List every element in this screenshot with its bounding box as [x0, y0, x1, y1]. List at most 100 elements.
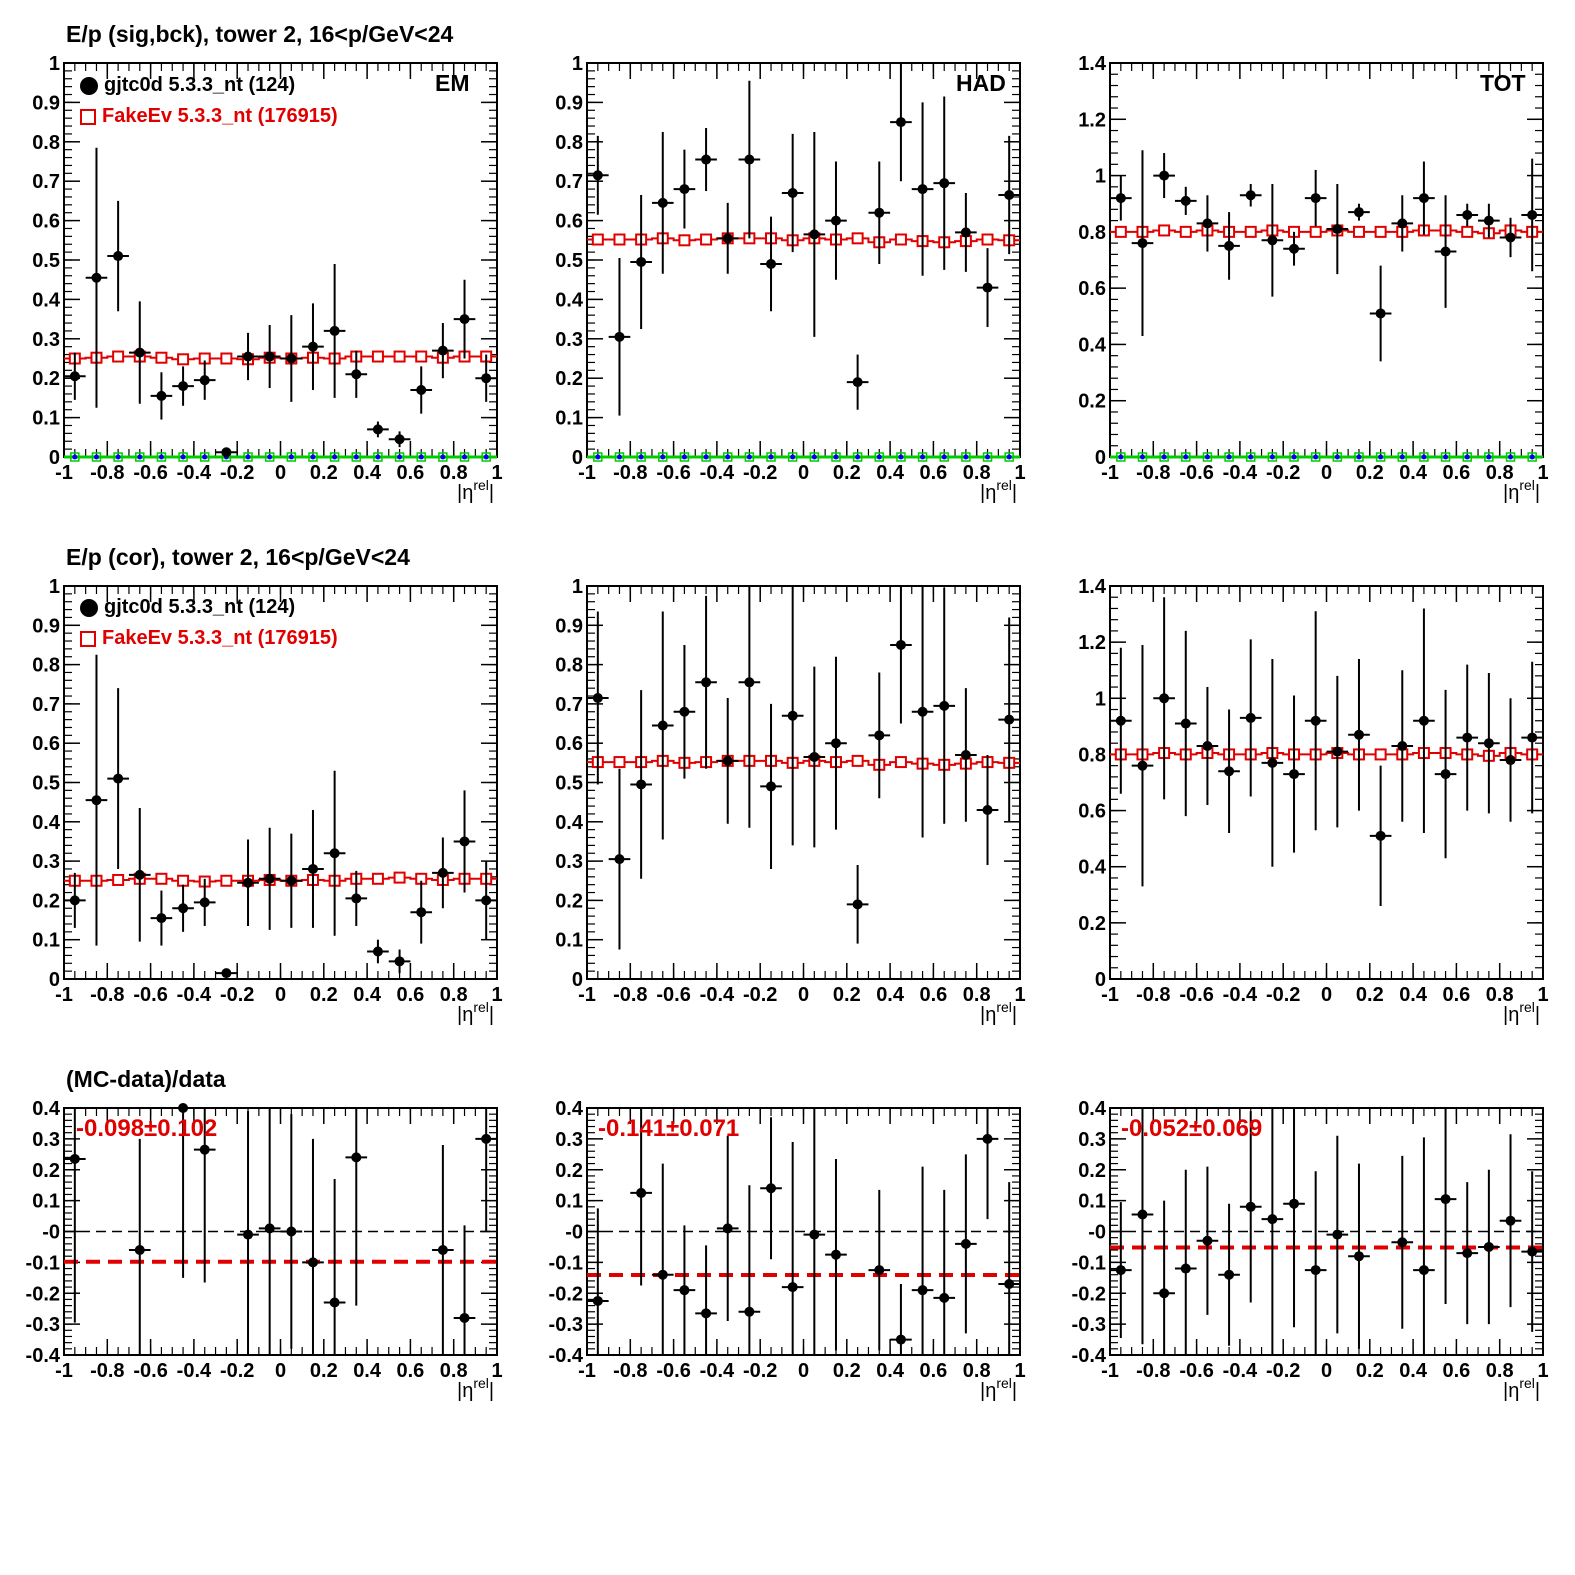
data-point	[372, 946, 383, 957]
x-axis-label: |ηrel|	[457, 477, 494, 504]
y-tick-label: 1	[49, 576, 60, 598]
data-point	[1353, 729, 1364, 740]
data-point	[1202, 218, 1213, 229]
y-tick-label: 0.4	[555, 289, 584, 311]
mc-point	[1179, 225, 1192, 238]
y-tick-label: 0	[572, 447, 583, 469]
data-point	[307, 863, 318, 874]
data-point	[830, 215, 841, 226]
x-tick-label: 0.8	[440, 984, 468, 1006]
data-point	[1289, 1198, 1300, 1209]
y-tick-label: 0.8	[555, 655, 583, 677]
y-tick-label: 0	[49, 969, 60, 991]
data-point	[917, 1285, 928, 1296]
data-point	[416, 385, 427, 396]
x-tick-label: 0.4	[876, 462, 905, 484]
zero-series-dot	[1334, 454, 1340, 460]
data-point	[744, 154, 755, 165]
data-point	[917, 706, 928, 717]
x-tick-label: -0.8	[90, 462, 124, 484]
panel-tag-had: HAD	[956, 70, 1006, 96]
x-tick-label: -1	[55, 1360, 73, 1382]
zero-series-dot	[288, 454, 294, 460]
y-tick-label: -0.4	[26, 1345, 61, 1367]
mc-point	[155, 351, 168, 364]
legend-entry-mc: FakeEv 5.3.3_nt (176915)	[80, 101, 338, 132]
zero-series-marker	[939, 452, 949, 462]
zero-series-marker	[308, 452, 318, 462]
zero-series-marker	[329, 452, 340, 462]
mc-point	[393, 871, 406, 884]
x-tick-label: -0.4	[177, 1360, 212, 1382]
data-point	[636, 1187, 647, 1198]
x-axis-label-bar: |	[1535, 482, 1540, 504]
zero-series-dot	[595, 454, 601, 460]
zero-series-dot	[397, 454, 403, 460]
data-point	[1267, 1214, 1278, 1225]
data-point	[852, 377, 863, 388]
x-tick-label: 0.6	[396, 462, 424, 484]
y-tick-label: 1.2	[1078, 632, 1106, 654]
data-point	[221, 968, 232, 979]
data-point	[1332, 746, 1343, 757]
y-tick-label: 0.4	[555, 812, 584, 834]
mc-point	[894, 233, 907, 246]
mc-series-line	[1110, 229, 1543, 235]
data-point	[895, 117, 906, 128]
data-point	[787, 1282, 798, 1293]
x-tick-label: 0	[275, 462, 286, 484]
zero-series-marker	[917, 452, 928, 462]
x-tick-label: 0.4	[353, 462, 382, 484]
data-point	[744, 677, 755, 688]
zero-series-marker	[1397, 452, 1408, 462]
x-axis-label-bar: |	[1535, 1004, 1540, 1026]
data-point	[437, 867, 448, 878]
zero-series-dot	[681, 454, 687, 460]
x-tick-label: 0	[798, 984, 809, 1006]
x-tick-label: -1	[578, 462, 596, 484]
zero-series-marker	[243, 452, 253, 462]
zero-series-dot	[638, 454, 644, 460]
zero-series-marker	[1354, 452, 1364, 462]
y-tick-label: 0.2	[1078, 1160, 1106, 1182]
mc-point	[1374, 225, 1387, 238]
mc-point	[1352, 225, 1365, 238]
x-tick-label: -0.6	[1179, 462, 1213, 484]
y-tick-label: 0.4	[1078, 857, 1107, 879]
data-point	[722, 1223, 733, 1234]
zero-series-dot	[375, 454, 381, 460]
x-tick-label: -1	[55, 462, 73, 484]
x-tick-label: -0.8	[613, 1360, 647, 1382]
y-tick-label: 0.2	[555, 368, 583, 390]
data-point	[809, 1229, 820, 1240]
zero-series-marker	[1419, 452, 1429, 462]
data-point	[1224, 766, 1235, 777]
mc-point	[112, 873, 125, 886]
x-axis-label-base: |η	[457, 1004, 473, 1026]
zero-series-dot	[1161, 454, 1167, 460]
x-tick-label: -0.4	[177, 462, 212, 484]
x-tick-label: 0.8	[440, 462, 468, 484]
data-point	[592, 1295, 603, 1306]
y-tick-label: -0.1	[1072, 1252, 1106, 1274]
data-point	[614, 854, 625, 865]
y-tick-label: 0.6	[32, 733, 60, 755]
data-point	[243, 1229, 254, 1240]
ratio-label-em: -0.098±0.102	[76, 1115, 218, 1142]
data-point	[982, 282, 993, 293]
x-axis-label-bar: |	[1012, 482, 1017, 504]
plot-frame	[1109, 585, 1544, 980]
data-point	[459, 836, 470, 847]
x-axis-label-bar: |	[489, 1004, 494, 1026]
data-point	[1267, 757, 1278, 768]
zero-series-dot	[353, 454, 359, 460]
zero-series-dot	[1443, 454, 1449, 460]
y-tick-label: 0.2	[1078, 913, 1106, 935]
y-tick-label: 1.2	[1078, 109, 1106, 131]
y-tick-label: -0.2	[549, 1283, 583, 1305]
y-tick-label: 0.4	[555, 1098, 584, 1120]
data-point	[1224, 240, 1235, 251]
y-tick-label: 0.1	[32, 930, 60, 952]
legend-row2: gjtc0d 5.3.3_nt (124) FakeEv 5.3.3_nt (1…	[80, 592, 338, 654]
data-point	[592, 170, 603, 181]
